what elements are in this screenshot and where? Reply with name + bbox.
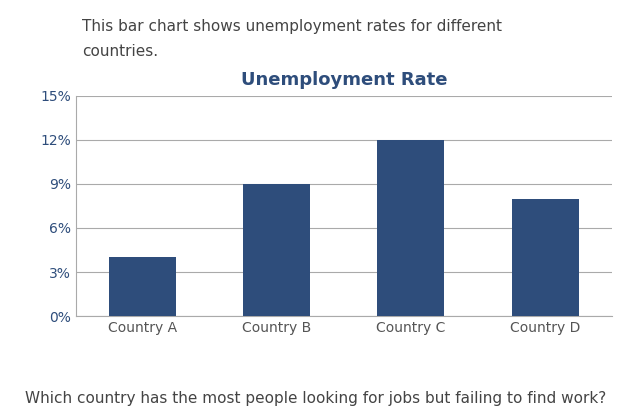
Bar xyxy=(244,184,310,316)
Bar xyxy=(512,198,579,316)
Text: countries.: countries. xyxy=(82,44,158,59)
Bar xyxy=(109,258,176,316)
Text: Which country has the most people looking for jobs but failing to find work?: Which country has the most people lookin… xyxy=(25,391,606,406)
Title: Unemployment Rate: Unemployment Rate xyxy=(240,71,447,89)
Text: This bar chart shows unemployment rates for different: This bar chart shows unemployment rates … xyxy=(82,19,502,34)
Bar xyxy=(377,140,444,316)
